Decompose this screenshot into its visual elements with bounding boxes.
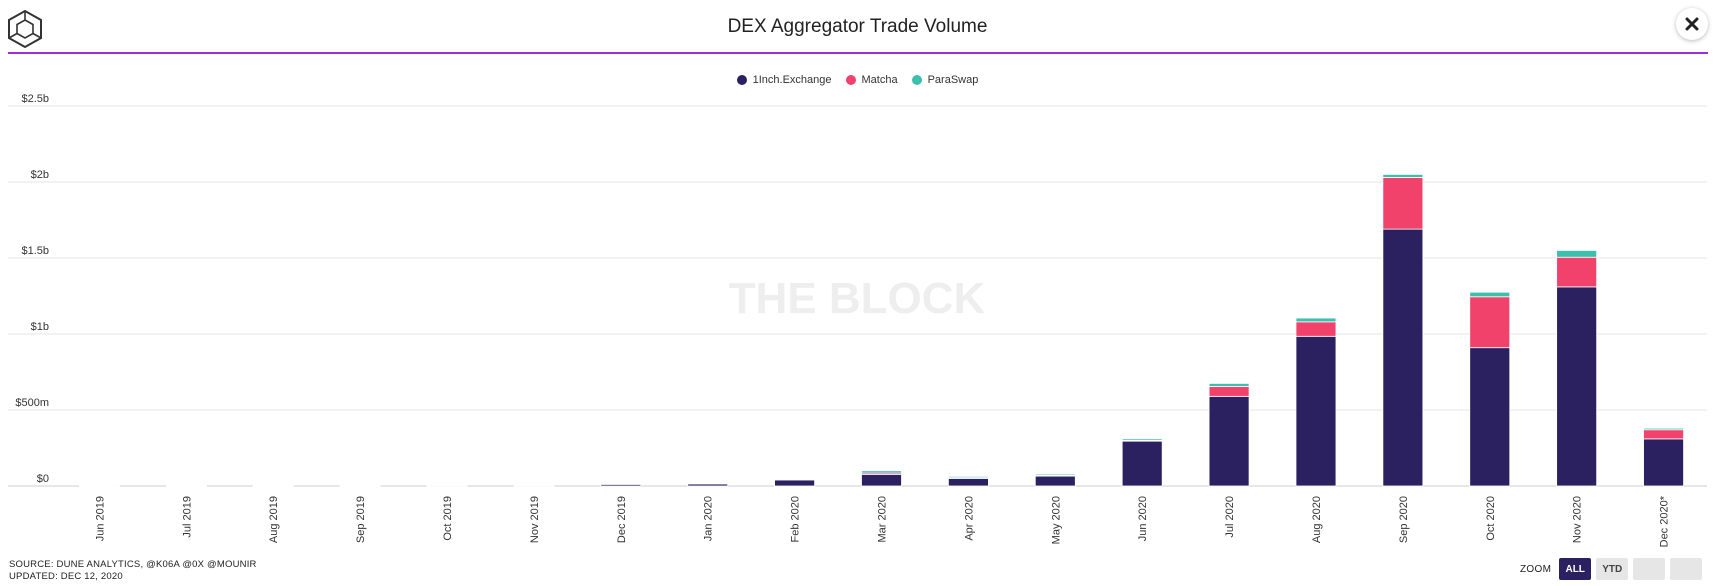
x-tick-label: Feb 2020 xyxy=(790,496,802,542)
bar-segment xyxy=(1382,173,1424,178)
bar-segment xyxy=(339,485,381,487)
x-tick-label: Aug 2019 xyxy=(268,496,280,543)
bars xyxy=(79,173,1684,487)
x-tick-label: Jul 2019 xyxy=(181,496,193,538)
bar-segment xyxy=(1208,386,1250,397)
cube-logo-icon[interactable] xyxy=(6,9,44,49)
x-tick-label: Apr 2020 xyxy=(963,496,975,541)
bar-segment xyxy=(1382,177,1424,230)
bar-segment xyxy=(774,477,816,480)
source-text: SOURCE: DUNE ANALYTICS, @K06A @0X @MOUNI… xyxy=(9,559,257,570)
source-note: SOURCE: DUNE ANALYTICS, @K06A @0X @MOUNI… xyxy=(9,559,257,583)
bar-segment xyxy=(687,482,729,485)
legend-item[interactable]: 1Inch.Exchange xyxy=(736,74,832,86)
legend-item[interactable]: ParaSwap xyxy=(911,74,979,86)
bar-segment xyxy=(1469,296,1511,349)
bar-segment xyxy=(1121,440,1163,487)
y-axis-ticks: $0 $500m $1b $1.5b $2b $2.5b xyxy=(15,93,49,485)
x-tick-label: Mar 2020 xyxy=(877,496,889,542)
x-tick-label: Sep 2020 xyxy=(1398,496,1410,543)
zoom-blank-button-1[interactable] xyxy=(1633,558,1666,580)
title-divider xyxy=(8,52,1708,54)
x-tick-label: Jun 2020 xyxy=(1137,496,1149,541)
bar-segment xyxy=(1121,438,1163,441)
bar-segment xyxy=(1469,291,1511,298)
x-tick-label: Nov 2019 xyxy=(529,496,541,543)
bar-segment xyxy=(600,484,642,487)
watermark: THE BLOCK xyxy=(729,274,986,323)
bar-segment xyxy=(1295,335,1337,487)
bar-segment xyxy=(1208,395,1250,487)
close-button[interactable] xyxy=(1676,8,1708,40)
bar-segment xyxy=(1295,321,1337,337)
legend-item[interactable]: Matcha xyxy=(845,74,898,86)
x-tick-label: Jun 2019 xyxy=(94,496,106,541)
x-tick-label: Nov 2020 xyxy=(1572,496,1584,543)
bar-segment xyxy=(1556,256,1598,288)
chart-title: DEX Aggregator Trade Volume xyxy=(727,16,988,37)
bar-segment xyxy=(252,485,294,487)
y-tick-label: $2.5b xyxy=(21,93,49,105)
bar-segment xyxy=(1034,473,1076,476)
bar-segment xyxy=(1034,475,1076,487)
x-tick-label: May 2020 xyxy=(1050,496,1062,544)
x-axis-ticks: Jun 2019 Jul 2019 Aug 2019 Sep 2019 Oct 2019… xyxy=(94,495,1670,547)
bar-segment xyxy=(1208,382,1250,387)
bar-segment xyxy=(1469,347,1511,487)
y-tick-label: $1b xyxy=(31,321,49,333)
legend-label: ParaSwap xyxy=(927,74,979,86)
chart-legend: 1Inch.Exchange Matcha ParaSwap xyxy=(0,74,1715,86)
y-tick-label: $500m xyxy=(15,397,49,409)
bar-segment xyxy=(1643,427,1684,431)
bar-segment xyxy=(947,476,989,479)
legend-label: Matcha xyxy=(861,74,898,86)
bar-segment xyxy=(1382,228,1424,487)
legend-marker xyxy=(845,75,856,85)
bar-segment xyxy=(1643,429,1684,440)
updated-text: UPDATED: DEC 12, 2020 xyxy=(9,571,123,582)
close-icon xyxy=(1685,17,1699,31)
x-tick-label: Dec 2019 xyxy=(616,496,628,543)
x-tick-label: Oct 2019 xyxy=(442,496,454,541)
x-tick-label: Dec 2020* xyxy=(1659,495,1671,547)
legend-label: 1Inch.Exchange xyxy=(752,74,832,86)
zoom-control: ZOOM ALL YTD xyxy=(1520,558,1703,580)
x-tick-label: Jul 2020 xyxy=(1224,496,1236,538)
zoom-label: ZOOM xyxy=(1520,563,1552,575)
zoom-all-button[interactable]: ALL xyxy=(1559,558,1592,580)
legend-marker xyxy=(736,75,747,85)
bar-segment xyxy=(1556,249,1598,258)
zoom-blank-button-2[interactable] xyxy=(1670,558,1703,580)
y-tick-label: $0 xyxy=(37,473,49,485)
bar-segment xyxy=(513,484,555,487)
bar-segment xyxy=(1556,286,1598,487)
bar-segment xyxy=(426,484,468,487)
bar-segment xyxy=(774,479,816,487)
legend-marker xyxy=(911,75,922,85)
bar-segment xyxy=(165,485,207,487)
y-tick-label: $1.5b xyxy=(21,245,49,257)
bar-segment xyxy=(1643,438,1684,487)
bar-segment xyxy=(861,474,902,487)
y-tick-label: $2b xyxy=(31,169,49,181)
bar-segment xyxy=(1295,317,1337,323)
x-tick-label: Oct 2020 xyxy=(1485,496,1497,541)
zoom-ytd-button[interactable]: YTD xyxy=(1596,558,1629,580)
bar-segment xyxy=(79,485,120,487)
x-tick-label: Sep 2019 xyxy=(355,496,367,543)
bar-segment xyxy=(947,477,989,487)
x-tick-label: Jan 2020 xyxy=(703,496,715,541)
x-tick-label: Aug 2020 xyxy=(1311,496,1323,543)
bar-segment xyxy=(861,470,902,474)
